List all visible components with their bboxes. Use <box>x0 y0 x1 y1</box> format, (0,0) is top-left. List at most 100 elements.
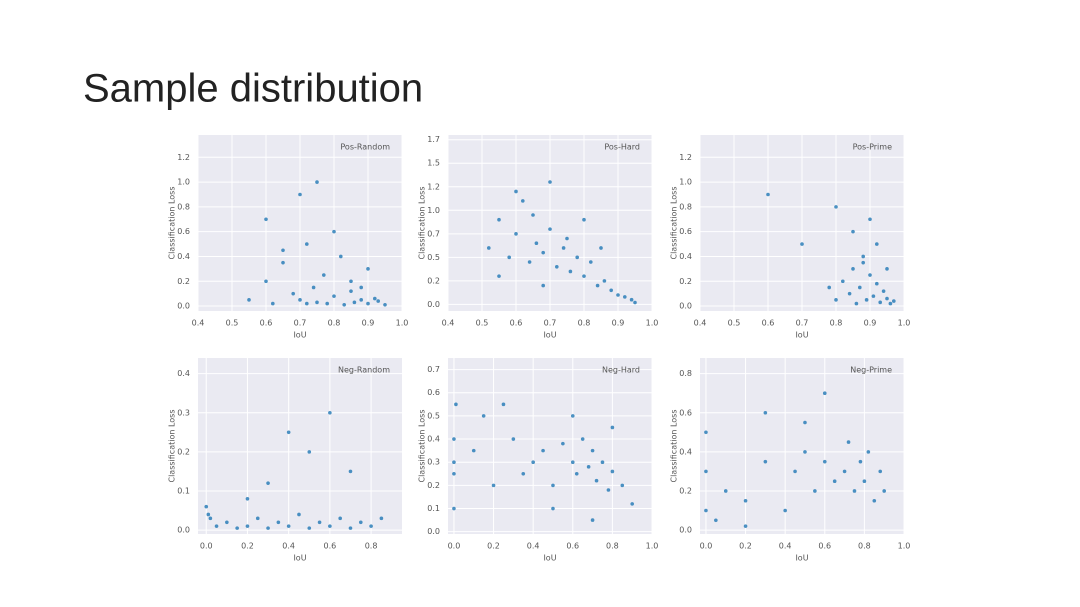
point <box>352 300 357 305</box>
y-tick-label: 0.2 <box>427 481 440 490</box>
point <box>866 450 871 454</box>
point <box>271 301 275 306</box>
point <box>348 469 353 474</box>
point <box>714 518 718 523</box>
point <box>315 300 319 305</box>
point <box>452 471 456 476</box>
x-tick-label: 0.5 <box>728 319 741 328</box>
x-tick-label: 1.0 <box>898 319 911 328</box>
panel-title: Neg-Hard <box>602 366 640 375</box>
point <box>878 300 882 305</box>
point <box>521 471 526 476</box>
point <box>743 498 748 503</box>
point <box>501 402 506 407</box>
point <box>452 506 456 511</box>
y-tick-label: 0.0 <box>177 526 190 535</box>
point <box>383 303 387 307</box>
point <box>851 229 855 234</box>
y-tick-label: 0.0 <box>679 302 692 311</box>
y-tick-label: 0.4 <box>177 252 190 261</box>
point <box>881 289 886 293</box>
x-tick-label: 0.6 <box>566 542 579 551</box>
point <box>629 297 634 302</box>
point <box>885 296 889 301</box>
point <box>763 410 768 415</box>
y-tick-label: 0.0 <box>177 302 190 311</box>
point <box>332 229 336 234</box>
x-tick-label: 0.6 <box>260 319 273 328</box>
x-tick-label: 0.5 <box>226 319 239 328</box>
y-axis-label: Classification Loss <box>168 186 177 259</box>
point <box>339 254 343 259</box>
y-tick-label: 1.7 <box>427 135 440 144</box>
point <box>793 469 797 474</box>
y-axis-label: Classification Loss <box>418 186 427 259</box>
x-axis-label: IoU <box>543 331 556 340</box>
y-tick-label: 1.2 <box>679 153 692 162</box>
point <box>349 279 353 284</box>
point <box>521 199 525 203</box>
point <box>633 300 637 305</box>
y-tick-label: 0.0 <box>427 527 440 536</box>
point <box>298 298 302 302</box>
point <box>266 481 270 485</box>
point <box>858 285 862 290</box>
point <box>366 267 370 271</box>
point <box>602 279 607 283</box>
x-tick-label: 0.0 <box>200 542 213 551</box>
plot-area <box>700 358 904 534</box>
point <box>325 301 330 306</box>
point <box>206 512 211 517</box>
panel-title: Pos-Random <box>340 143 390 152</box>
point <box>235 526 239 530</box>
point <box>616 293 620 297</box>
point <box>281 248 285 253</box>
y-tick-label: 0.8 <box>679 202 692 211</box>
point <box>491 483 496 488</box>
point <box>582 217 586 222</box>
point <box>834 205 838 209</box>
point <box>822 391 827 396</box>
y-tick-label: 0.6 <box>679 227 692 236</box>
point <box>527 260 532 264</box>
point <box>610 425 615 430</box>
x-tick-label: 0.4 <box>282 542 295 551</box>
point <box>328 524 332 528</box>
point <box>743 524 748 528</box>
x-tick-label: 0.9 <box>864 319 877 328</box>
y-tick-label: 1.0 <box>427 206 440 215</box>
point <box>514 189 518 194</box>
point <box>338 516 342 521</box>
y-tick-label: 0.4 <box>679 252 692 261</box>
point <box>534 241 539 246</box>
point <box>800 242 804 246</box>
point <box>561 246 566 250</box>
point <box>620 483 625 488</box>
point <box>861 254 865 259</box>
point <box>245 524 250 528</box>
y-tick-label: 1.0 <box>177 178 190 187</box>
y-tick-label: 0.7 <box>427 229 440 238</box>
x-tick-label: 0.5 <box>476 319 489 328</box>
point <box>630 502 634 506</box>
point <box>868 217 872 222</box>
y-tick-label: 0.1 <box>177 486 190 495</box>
point <box>286 524 291 528</box>
y-tick-label: 0.5 <box>427 411 440 420</box>
x-tick-label: 0.7 <box>796 319 809 328</box>
x-tick-label: 0.0 <box>700 542 713 551</box>
point <box>594 478 599 483</box>
point <box>349 289 353 293</box>
point <box>551 483 555 488</box>
point <box>610 469 615 474</box>
point <box>497 274 501 278</box>
point <box>481 414 486 418</box>
point <box>586 465 591 469</box>
point <box>291 291 296 296</box>
point <box>599 246 603 250</box>
point <box>541 283 545 288</box>
point <box>286 430 291 435</box>
point <box>568 269 573 274</box>
y-tick-label: 0.4 <box>679 447 692 456</box>
point <box>561 441 565 446</box>
